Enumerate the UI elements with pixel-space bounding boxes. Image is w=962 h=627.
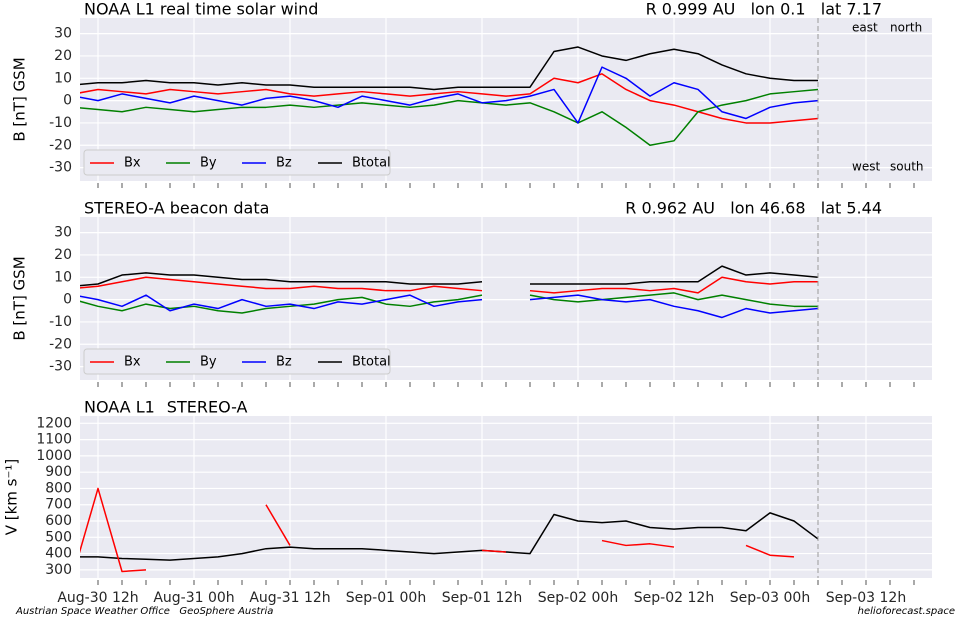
legend-label: Bx — [124, 355, 141, 370]
annotation: north — [890, 21, 922, 35]
x-tick-label: Aug-30 12h — [57, 590, 138, 606]
legend-label: Btotal — [352, 355, 391, 370]
y-tick-label: 400 — [45, 546, 72, 562]
y-tick-label: -20 — [49, 137, 72, 153]
x-tick-label: Aug-31 12h — [249, 590, 330, 606]
y-tick-label: 30 — [54, 26, 72, 42]
y-tick-label: -10 — [49, 314, 72, 330]
x-tick-label: Sep-02 00h — [538, 590, 618, 606]
y-tick-label: 10 — [54, 70, 72, 86]
y-tick-label: -30 — [49, 160, 72, 176]
x-tick-label: Sep-03 12h — [826, 590, 906, 606]
annotation: west — [852, 160, 880, 174]
y-tick-label: 600 — [45, 513, 72, 529]
y-tick-label: 10 — [54, 269, 72, 285]
legend-label: By — [200, 156, 217, 171]
x-tick-label: Sep-02 12h — [634, 590, 714, 606]
y-tick-label: 0 — [63, 292, 72, 308]
x-tick-label: Aug-31 00h — [153, 590, 234, 606]
x-tick-label: Sep-03 00h — [730, 590, 810, 606]
series-line — [80, 46, 818, 91]
legend-box — [83, 149, 391, 176]
y-tick-label: 300 — [45, 562, 72, 578]
legend-label: Bx — [124, 156, 141, 171]
series-line — [80, 294, 819, 319]
plot-bg — [80, 416, 932, 578]
panel-title: STEREO-A beacon data — [84, 199, 269, 218]
legend-label: Btotal — [352, 156, 391, 171]
legend: Bx By Bz Btotal — [83, 348, 391, 375]
legend-box — [83, 348, 391, 375]
series-line — [80, 73, 819, 124]
y-tick-label: 0 — [63, 93, 72, 109]
footer-left: Austrian Space Weather Office GeoSphere … — [15, 606, 273, 617]
y-tick-label: 900 — [45, 464, 72, 480]
series-line — [80, 265, 819, 287]
annotation: east — [852, 21, 878, 35]
y-tick-label: 20 — [54, 247, 72, 263]
y-tick-label: 500 — [45, 529, 72, 545]
y-axis-label: B [nT] GSM — [11, 256, 29, 340]
x-tick-label: Sep-01 00h — [346, 590, 426, 606]
series-line — [80, 512, 819, 561]
footer-right: helioforecast.space — [858, 606, 955, 617]
panel-info: R 0.999 AU lon 0.1 lat 7.17 — [646, 0, 882, 19]
series-line — [80, 292, 818, 314]
series-line — [80, 88, 819, 147]
y-tick-label: -20 — [49, 336, 72, 352]
y-tick-label: -30 — [49, 359, 72, 375]
plot-lines — [80, 46, 819, 147]
plot-lines — [80, 265, 819, 319]
legend-label: NOAA L1 — [84, 398, 155, 417]
panel-info: R 0.962 AU lon 46.68 lat 5.44 — [625, 199, 882, 218]
legend: Bx By Bz Btotal — [83, 149, 391, 176]
legend-label: By — [200, 355, 217, 370]
y-axis-label: B [nT] GSM — [11, 57, 29, 141]
annotation: south — [890, 160, 924, 174]
y-tick-label: 1000 — [36, 448, 72, 464]
y-tick-label: 1100 — [36, 432, 72, 448]
y-tick-label: 1200 — [36, 415, 72, 431]
y-axis-label: V [km s⁻¹] — [3, 459, 21, 536]
y-tick-label: -10 — [49, 115, 72, 131]
series-line — [80, 276, 818, 294]
y-tick-label: 800 — [45, 480, 72, 496]
y-tick-label: 700 — [45, 497, 72, 513]
legend-label: Bz — [276, 355, 292, 370]
y-tick-label: 30 — [54, 225, 72, 241]
x-tick-label: Sep-01 12h — [442, 590, 522, 606]
plot-lines — [80, 487, 819, 573]
series-line — [80, 487, 795, 573]
legend-label: STEREO-A — [167, 398, 248, 417]
series-line — [80, 66, 819, 124]
legend-label: Bz — [276, 156, 292, 171]
panel-title: NOAA L1 real time solar wind — [84, 0, 318, 19]
y-tick-label: 20 — [54, 48, 72, 64]
